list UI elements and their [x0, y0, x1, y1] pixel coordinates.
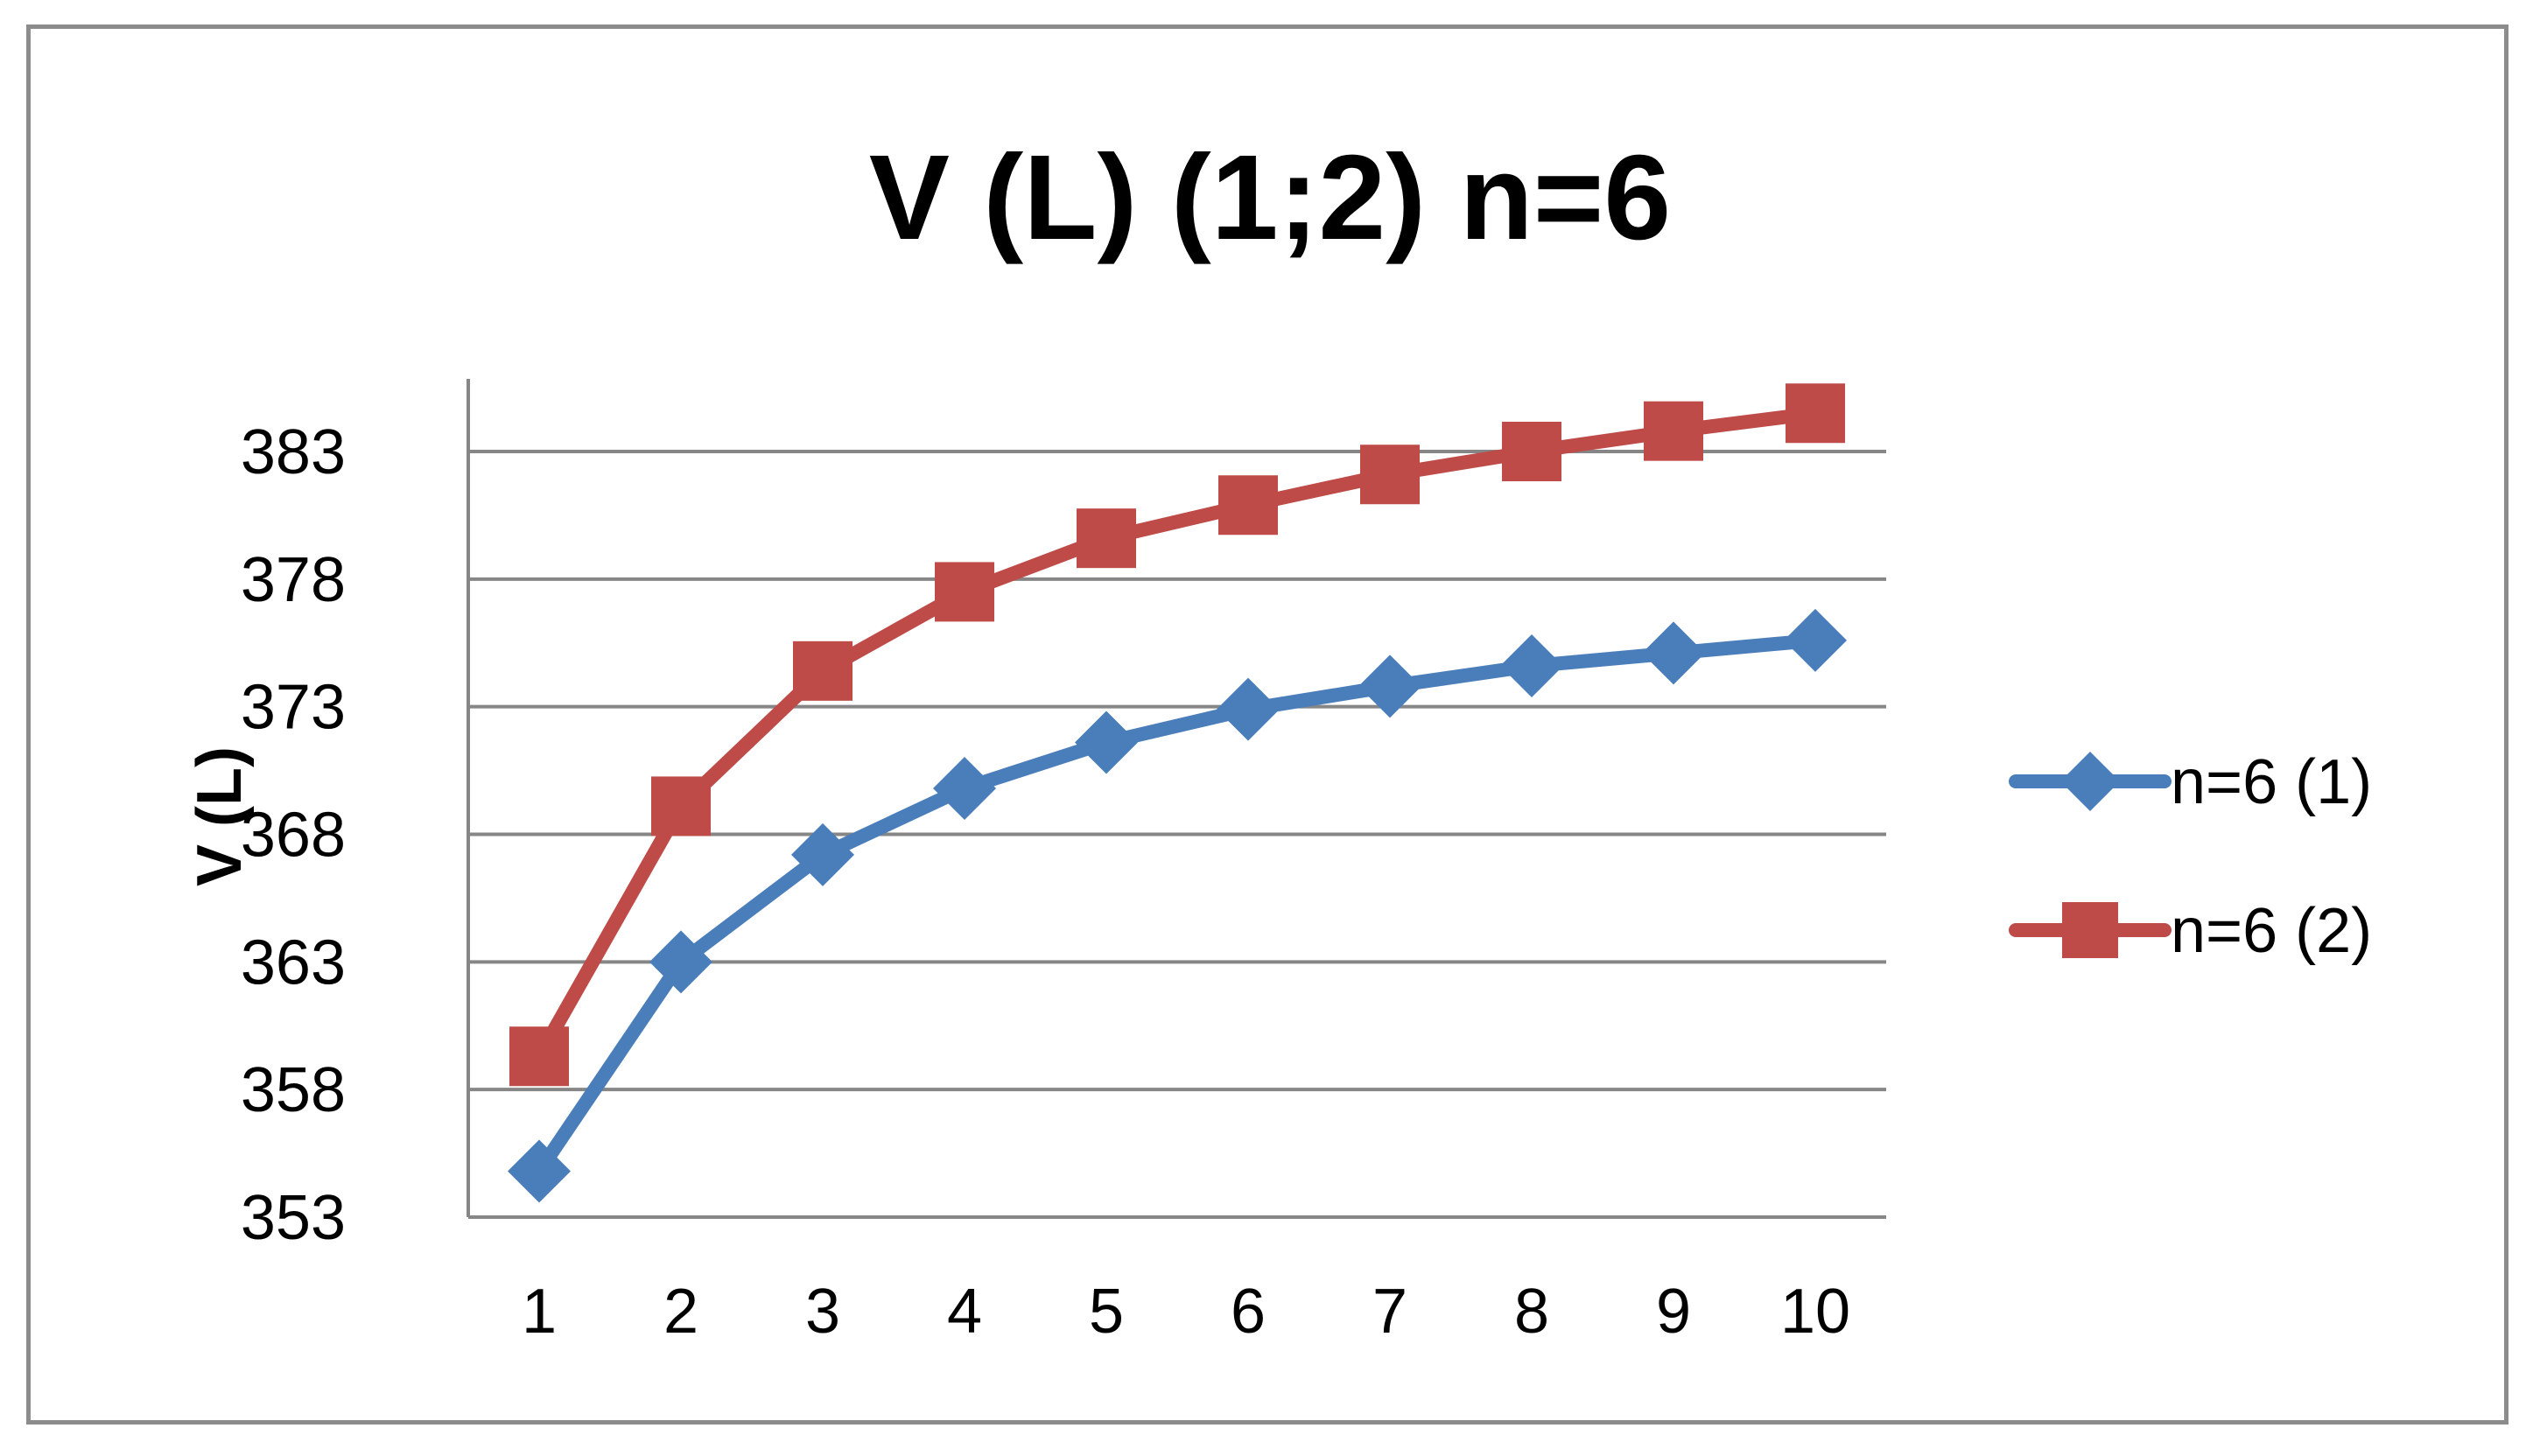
gridlines [468, 450, 1886, 1092]
x-tick-label: 8 [1514, 1277, 1549, 1347]
x-tick-labels: 1 2 3 4 5 6 7 8 9 10 [522, 1277, 1850, 1347]
series-line-2 [532, 406, 1822, 1064]
x-tick-label: 6 [1231, 1277, 1266, 1347]
data-point [793, 640, 853, 701]
data-point [935, 562, 994, 622]
data-point [1358, 654, 1421, 718]
data-point [791, 822, 854, 886]
y-tick-label: 358 [241, 1055, 346, 1125]
series-line-1 [532, 633, 1822, 1179]
x-tick-label: 2 [663, 1277, 698, 1347]
data-point [1077, 508, 1136, 569]
legend: n=6 (1) n=6 (2) [2009, 747, 2372, 966]
y-tick-label: 383 [241, 417, 346, 487]
y-tick-label: 353 [241, 1183, 346, 1253]
data-point [933, 757, 996, 820]
y-tick-label: 373 [241, 673, 346, 743]
data-point [1502, 422, 1561, 481]
data-point [1786, 383, 1845, 444]
x-tick-label: 9 [1656, 1277, 1691, 1347]
data-point [1644, 401, 1703, 461]
data-point [1642, 621, 1705, 685]
legend-marker [2062, 902, 2118, 958]
data-point [1360, 444, 1420, 505]
data-point [1218, 475, 1278, 536]
series-lines [508, 383, 1847, 1203]
x-tick-label: 3 [805, 1277, 840, 1347]
legend-label: n=6 (2) [2171, 896, 2372, 966]
data-point [1075, 710, 1138, 774]
legend-label: n=6 (1) [2171, 747, 2372, 817]
line-chart: V (L) (1;2) n=6 V (L) 353358363368373378… [185, 130, 2372, 1347]
x-tick-label: 10 [1780, 1277, 1850, 1347]
y-tick-label: 368 [241, 801, 346, 871]
y-tick-labels: 353 358 363 368 373 378 383 [241, 417, 346, 1253]
data-point [1784, 608, 1847, 672]
data-point [509, 1026, 569, 1087]
chart-frame: V (L) (1;2) n=6 V (L) 353 358 363 368 373 378… [26, 24, 2508, 1424]
y-tick-label: 363 [241, 928, 346, 998]
y-tick-label: 378 [241, 545, 346, 615]
data-point [508, 1139, 571, 1203]
axes [467, 379, 1886, 1219]
x-tick-label: 5 [1089, 1277, 1124, 1347]
x-tick-label: 7 [1372, 1277, 1407, 1347]
x-tick-label: 1 [522, 1277, 557, 1347]
y-axis-label: V (L) [185, 746, 255, 886]
chart-title: V (L) (1;2) n=6 [869, 130, 1671, 265]
legend-marker [2060, 752, 2120, 811]
x-tick-label: 4 [947, 1277, 982, 1347]
data-point [1217, 677, 1280, 741]
data-point [651, 776, 711, 836]
data-point [649, 930, 712, 994]
data-point [1500, 634, 1563, 697]
